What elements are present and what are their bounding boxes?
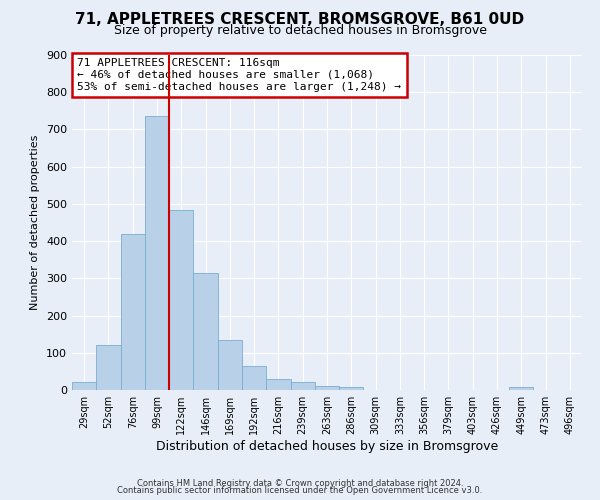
Bar bbox=[193, 273, 218, 390]
Text: 71 APPLETREES CRESCENT: 116sqm
← 46% of detached houses are smaller (1,068)
53% : 71 APPLETREES CRESCENT: 116sqm ← 46% of … bbox=[77, 58, 401, 92]
Bar bbox=[242, 366, 266, 390]
X-axis label: Distribution of detached houses by size in Bromsgrove: Distribution of detached houses by size … bbox=[156, 440, 498, 453]
Bar bbox=[339, 388, 364, 390]
Bar bbox=[266, 379, 290, 390]
Bar bbox=[145, 116, 169, 390]
Bar bbox=[121, 234, 145, 390]
Bar bbox=[218, 340, 242, 390]
Bar bbox=[72, 382, 96, 390]
Text: Contains HM Land Registry data © Crown copyright and database right 2024.: Contains HM Land Registry data © Crown c… bbox=[137, 478, 463, 488]
Text: 71, APPLETREES CRESCENT, BROMSGROVE, B61 0UD: 71, APPLETREES CRESCENT, BROMSGROVE, B61… bbox=[76, 12, 524, 28]
Bar bbox=[315, 386, 339, 390]
Bar bbox=[96, 344, 121, 390]
Text: Size of property relative to detached houses in Bromsgrove: Size of property relative to detached ho… bbox=[113, 24, 487, 37]
Bar bbox=[169, 210, 193, 390]
Text: Contains public sector information licensed under the Open Government Licence v3: Contains public sector information licen… bbox=[118, 486, 482, 495]
Y-axis label: Number of detached properties: Number of detached properties bbox=[31, 135, 40, 310]
Bar bbox=[509, 387, 533, 390]
Bar bbox=[290, 382, 315, 390]
